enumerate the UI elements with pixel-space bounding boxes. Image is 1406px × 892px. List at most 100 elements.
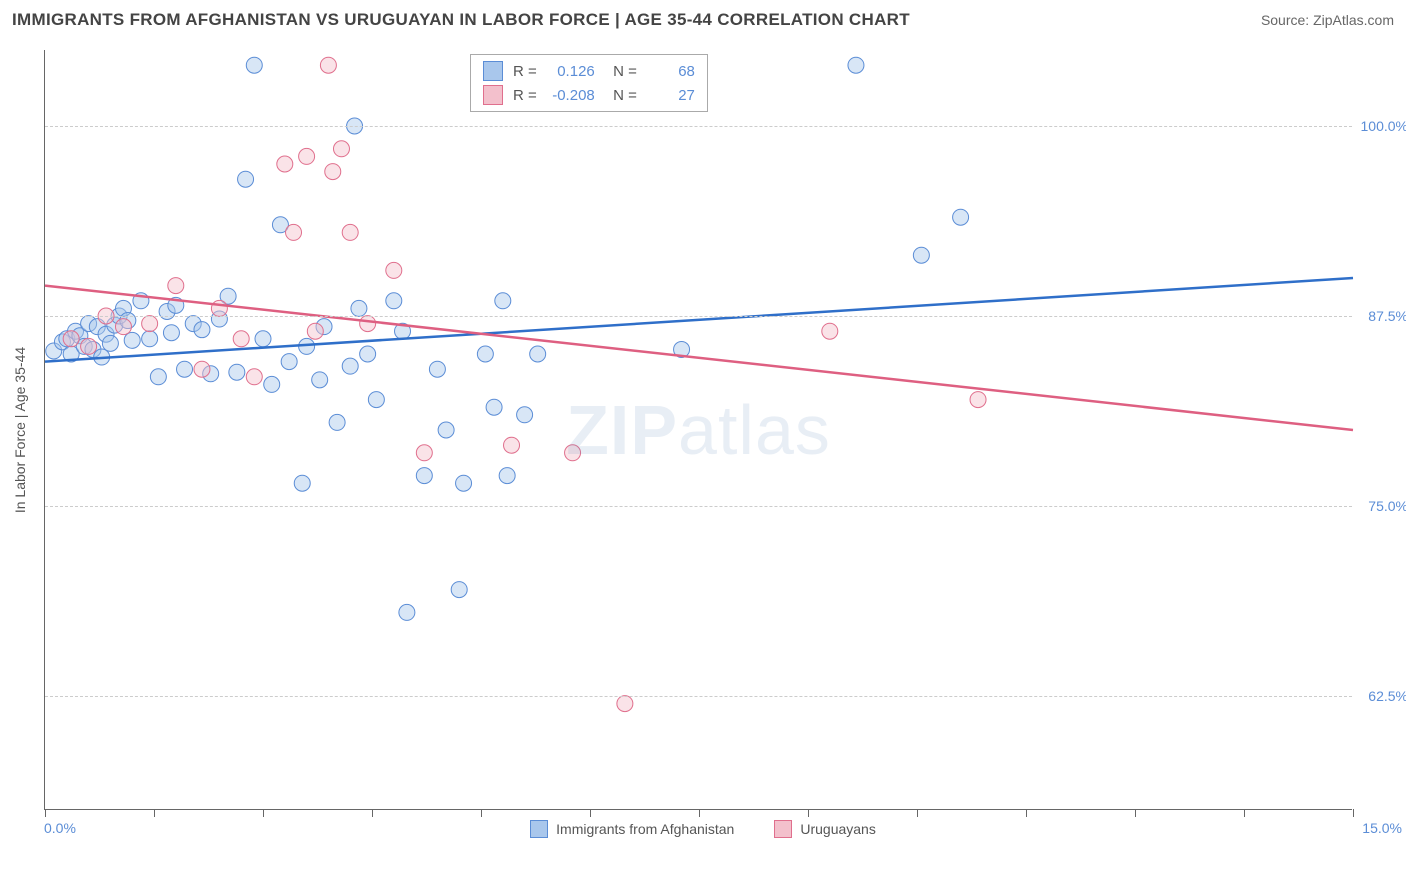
x-tick xyxy=(699,809,700,817)
scatter-point xyxy=(238,171,254,187)
scatter-point xyxy=(194,361,210,377)
correlation-row: R = -0.208 N = 27 xyxy=(483,83,695,107)
r-value: 0.126 xyxy=(547,63,595,80)
scatter-point xyxy=(399,604,415,620)
trend-line xyxy=(45,286,1353,430)
x-tick xyxy=(45,809,46,817)
x-tick xyxy=(590,809,591,817)
scatter-point xyxy=(416,468,432,484)
x-tick xyxy=(263,809,264,817)
legend-swatch xyxy=(483,61,503,81)
plot-area: ZIPatlas R =0.126 N =68R =-0.208 N =27 6… xyxy=(45,50,1352,809)
x-tick xyxy=(1026,809,1027,817)
scatter-point xyxy=(822,323,838,339)
legend-swatch xyxy=(774,820,792,838)
scatter-point xyxy=(255,331,271,347)
scatter-point xyxy=(124,332,140,348)
scatter-point xyxy=(194,322,210,338)
correlation-row: R = 0.126 N = 68 xyxy=(483,59,695,83)
scatter-point xyxy=(329,414,345,430)
legend-label: Immigrants from Afghanistan xyxy=(556,821,734,837)
scatter-point xyxy=(451,582,467,598)
scatter-point xyxy=(504,437,520,453)
scatter-point xyxy=(211,300,227,316)
scatter-point xyxy=(368,392,384,408)
legend-swatch xyxy=(483,85,503,105)
gridline-horizontal xyxy=(45,696,1352,697)
legend-item: Uruguayans xyxy=(774,820,876,838)
scatter-point xyxy=(360,346,376,362)
scatter-point xyxy=(233,331,249,347)
scatter-point xyxy=(499,468,515,484)
scatter-point xyxy=(495,293,511,309)
scatter-point xyxy=(970,392,986,408)
n-value: 68 xyxy=(647,63,695,80)
scatter-point xyxy=(246,57,262,73)
n-label: N = xyxy=(605,87,637,104)
gridline-horizontal xyxy=(45,316,1352,317)
scatter-point xyxy=(163,325,179,341)
scatter-point xyxy=(307,323,323,339)
x-tick xyxy=(481,809,482,817)
gridline-horizontal xyxy=(45,126,1352,127)
scatter-point xyxy=(438,422,454,438)
scatter-point xyxy=(286,224,302,240)
scatter-point xyxy=(246,369,262,385)
scatter-point xyxy=(325,164,341,180)
scatter-point xyxy=(142,316,158,332)
scatter-point xyxy=(115,319,131,335)
n-label: N = xyxy=(605,63,637,80)
scatter-point xyxy=(277,156,293,172)
scatter-point xyxy=(81,338,97,354)
scatter-point xyxy=(281,354,297,370)
scatter-point xyxy=(617,696,633,712)
chart-frame: ZIPatlas R =0.126 N =68R =-0.208 N =27 6… xyxy=(44,50,1352,810)
gridline-horizontal xyxy=(45,506,1352,507)
y-tick-label: 100.0% xyxy=(1361,118,1406,134)
x-tick xyxy=(917,809,918,817)
scatter-point xyxy=(63,331,79,347)
chart-title: IMMIGRANTS FROM AFGHANISTAN VS URUGUAYAN… xyxy=(12,10,910,30)
y-tick-label: 62.5% xyxy=(1368,688,1406,704)
scatter-point xyxy=(386,262,402,278)
scatter-point xyxy=(386,293,402,309)
y-axis-title: In Labor Force | Age 35-44 xyxy=(12,347,28,513)
scatter-point xyxy=(312,372,328,388)
r-label: R = xyxy=(513,87,537,104)
scatter-point xyxy=(264,376,280,392)
n-value: 27 xyxy=(647,87,695,104)
x-tick xyxy=(1244,809,1245,817)
legend-label: Uruguayans xyxy=(800,821,876,837)
trend-line xyxy=(45,278,1353,362)
scatter-point xyxy=(848,57,864,73)
scatter-point xyxy=(953,209,969,225)
scatter-point xyxy=(477,346,493,362)
scatter-point xyxy=(486,399,502,415)
legend-swatch xyxy=(530,820,548,838)
scatter-point xyxy=(229,364,245,380)
scatter-point xyxy=(360,316,376,332)
scatter-point xyxy=(299,148,315,164)
scatter-point xyxy=(294,475,310,491)
chart-header: IMMIGRANTS FROM AFGHANISTAN VS URUGUAYAN… xyxy=(0,0,1406,40)
legend-item: Immigrants from Afghanistan xyxy=(530,820,734,838)
scatter-point xyxy=(342,224,358,240)
x-tick xyxy=(154,809,155,817)
bottom-legend: Immigrants from Afghanistan Uruguayans xyxy=(0,820,1406,838)
correlation-legend: R = 0.126 N = 68 R = -0.208 N = 27 xyxy=(470,54,708,112)
scatter-point xyxy=(342,358,358,374)
scatter-point xyxy=(168,278,184,294)
scatter-point xyxy=(177,361,193,377)
scatter-point xyxy=(351,300,367,316)
r-value: -0.208 xyxy=(547,87,595,104)
r-label: R = xyxy=(513,63,537,80)
x-tick xyxy=(1353,809,1354,817)
scatter-point xyxy=(456,475,472,491)
scatter-point xyxy=(565,445,581,461)
scatter-point xyxy=(320,57,336,73)
x-tick xyxy=(808,809,809,817)
scatter-point xyxy=(517,407,533,423)
scatter-point xyxy=(102,335,118,351)
scatter-point xyxy=(142,331,158,347)
y-tick-label: 75.0% xyxy=(1368,498,1406,514)
